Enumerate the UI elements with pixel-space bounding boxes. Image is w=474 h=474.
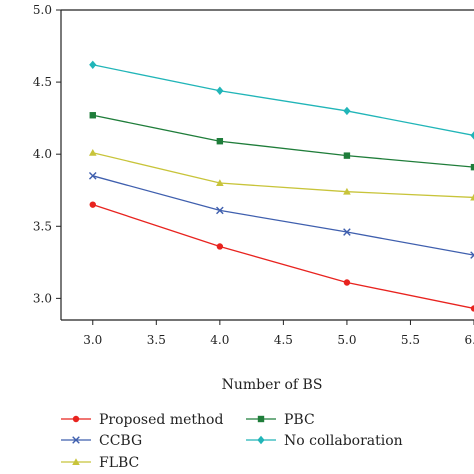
legend-marker	[257, 415, 265, 423]
y-tick-label: 3.0	[33, 291, 52, 305]
data-point	[88, 148, 97, 156]
series-ccbg	[88, 172, 474, 259]
legend: Proposed method CCBG FLBC PBC No collaborati…	[61, 412, 403, 471]
data-point	[216, 243, 224, 250]
data-point	[216, 206, 224, 215]
legend-item: No collaboration	[246, 433, 403, 449]
data-point	[89, 60, 97, 69]
y-tick-label: 4.5	[33, 75, 52, 89]
data-point	[343, 279, 351, 286]
data-point	[470, 193, 474, 201]
data-point	[343, 106, 351, 116]
x-tick-label: 3.5	[147, 333, 166, 347]
legend-label: CCBG	[99, 433, 142, 449]
data-point	[89, 201, 96, 208]
data-point	[89, 112, 96, 119]
y-axis: 3.0 3.5 4.0 4.5 5.0	[33, 3, 61, 305]
data-point	[343, 152, 351, 159]
data-point	[470, 163, 474, 171]
data-point	[343, 228, 351, 236]
x-tick-label: 6.0	[464, 333, 474, 347]
plot-frame	[60, 9, 474, 321]
x-axis-label: Number of BS	[222, 377, 323, 393]
data-point	[470, 251, 474, 259]
data-point	[470, 305, 474, 312]
x-tick-label: 4.0	[210, 333, 229, 347]
x-tick-label: 5.5	[401, 333, 420, 347]
legend-label: No collaboration	[284, 433, 403, 449]
series-line	[92, 175, 474, 256]
series-proposed-method	[89, 201, 474, 312]
x-axis: 3.0 3.5 4.0 4.5 5.0 5.5 6.0	[83, 320, 474, 347]
series-line	[92, 114, 474, 168]
data-point	[343, 187, 351, 195]
legend-item: PBC	[246, 412, 315, 428]
series-layer	[88, 60, 474, 312]
series-line	[92, 152, 474, 199]
legend-label: Proposed method	[99, 412, 223, 428]
data-point	[216, 138, 224, 145]
x-tick-label: 3.0	[83, 333, 102, 347]
legend-item: FLBC	[61, 455, 139, 471]
data-point	[470, 131, 474, 140]
y-tick-label: 3.5	[33, 219, 52, 233]
x-tick-label: 5.0	[337, 333, 356, 347]
data-point	[216, 179, 224, 187]
data-point	[88, 172, 97, 180]
x-tick-label: 4.5	[274, 333, 293, 347]
legend-item: Proposed method	[61, 412, 223, 428]
legend-marker	[72, 415, 80, 423]
legend-marker	[72, 458, 80, 465]
series-no-collaboration	[89, 60, 474, 140]
legend-label: PBC	[284, 412, 315, 428]
legend-item: CCBG	[61, 433, 142, 449]
series-line	[92, 64, 474, 137]
y-tick-label: 5.0	[33, 3, 52, 17]
legend-marker	[257, 435, 265, 445]
y-tick-label: 4.0	[33, 147, 52, 161]
series-flbc	[88, 148, 474, 201]
series-pbc	[89, 112, 474, 171]
legend-label: FLBC	[99, 455, 139, 471]
data-point	[216, 86, 224, 95]
legend-marker	[72, 436, 80, 444]
series-line	[92, 204, 474, 310]
